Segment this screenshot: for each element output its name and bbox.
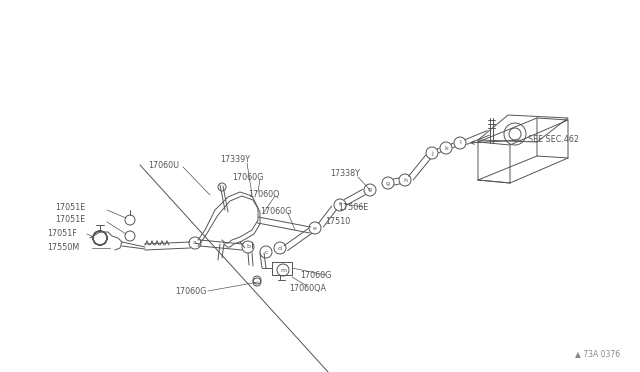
Text: SEE SEC.462: SEE SEC.462	[528, 135, 579, 144]
Text: 17060G: 17060G	[175, 288, 206, 296]
Text: l: l	[459, 141, 461, 145]
Text: 17339Y: 17339Y	[220, 155, 250, 164]
Text: g: g	[386, 180, 390, 186]
Text: b: b	[246, 244, 250, 250]
Text: g: g	[368, 187, 372, 192]
Text: ▲ 73A 0376: ▲ 73A 0376	[575, 349, 620, 358]
Text: d: d	[278, 246, 282, 250]
Text: 17550M: 17550M	[47, 243, 79, 251]
Text: 17060G: 17060G	[232, 173, 264, 183]
Text: 17051F: 17051F	[47, 228, 77, 237]
Text: e: e	[313, 225, 317, 231]
Text: 17051E: 17051E	[55, 202, 85, 212]
Text: c: c	[264, 250, 268, 254]
Text: a: a	[193, 241, 197, 246]
Text: h: h	[403, 177, 407, 183]
Text: 17060G: 17060G	[260, 208, 291, 217]
Text: 17060U: 17060U	[148, 160, 179, 170]
Text: k: k	[444, 145, 448, 151]
Text: 17060QA: 17060QA	[289, 283, 326, 292]
Text: 17051E: 17051E	[55, 215, 85, 224]
Text: 17060G: 17060G	[300, 270, 332, 279]
Text: 17338Y: 17338Y	[330, 169, 360, 177]
Text: 17506E: 17506E	[338, 203, 368, 212]
Text: f: f	[339, 202, 341, 208]
Text: m: m	[280, 267, 286, 273]
Text: j: j	[431, 151, 433, 155]
Text: 17510: 17510	[325, 218, 350, 227]
Text: 17060Q: 17060Q	[248, 190, 280, 199]
